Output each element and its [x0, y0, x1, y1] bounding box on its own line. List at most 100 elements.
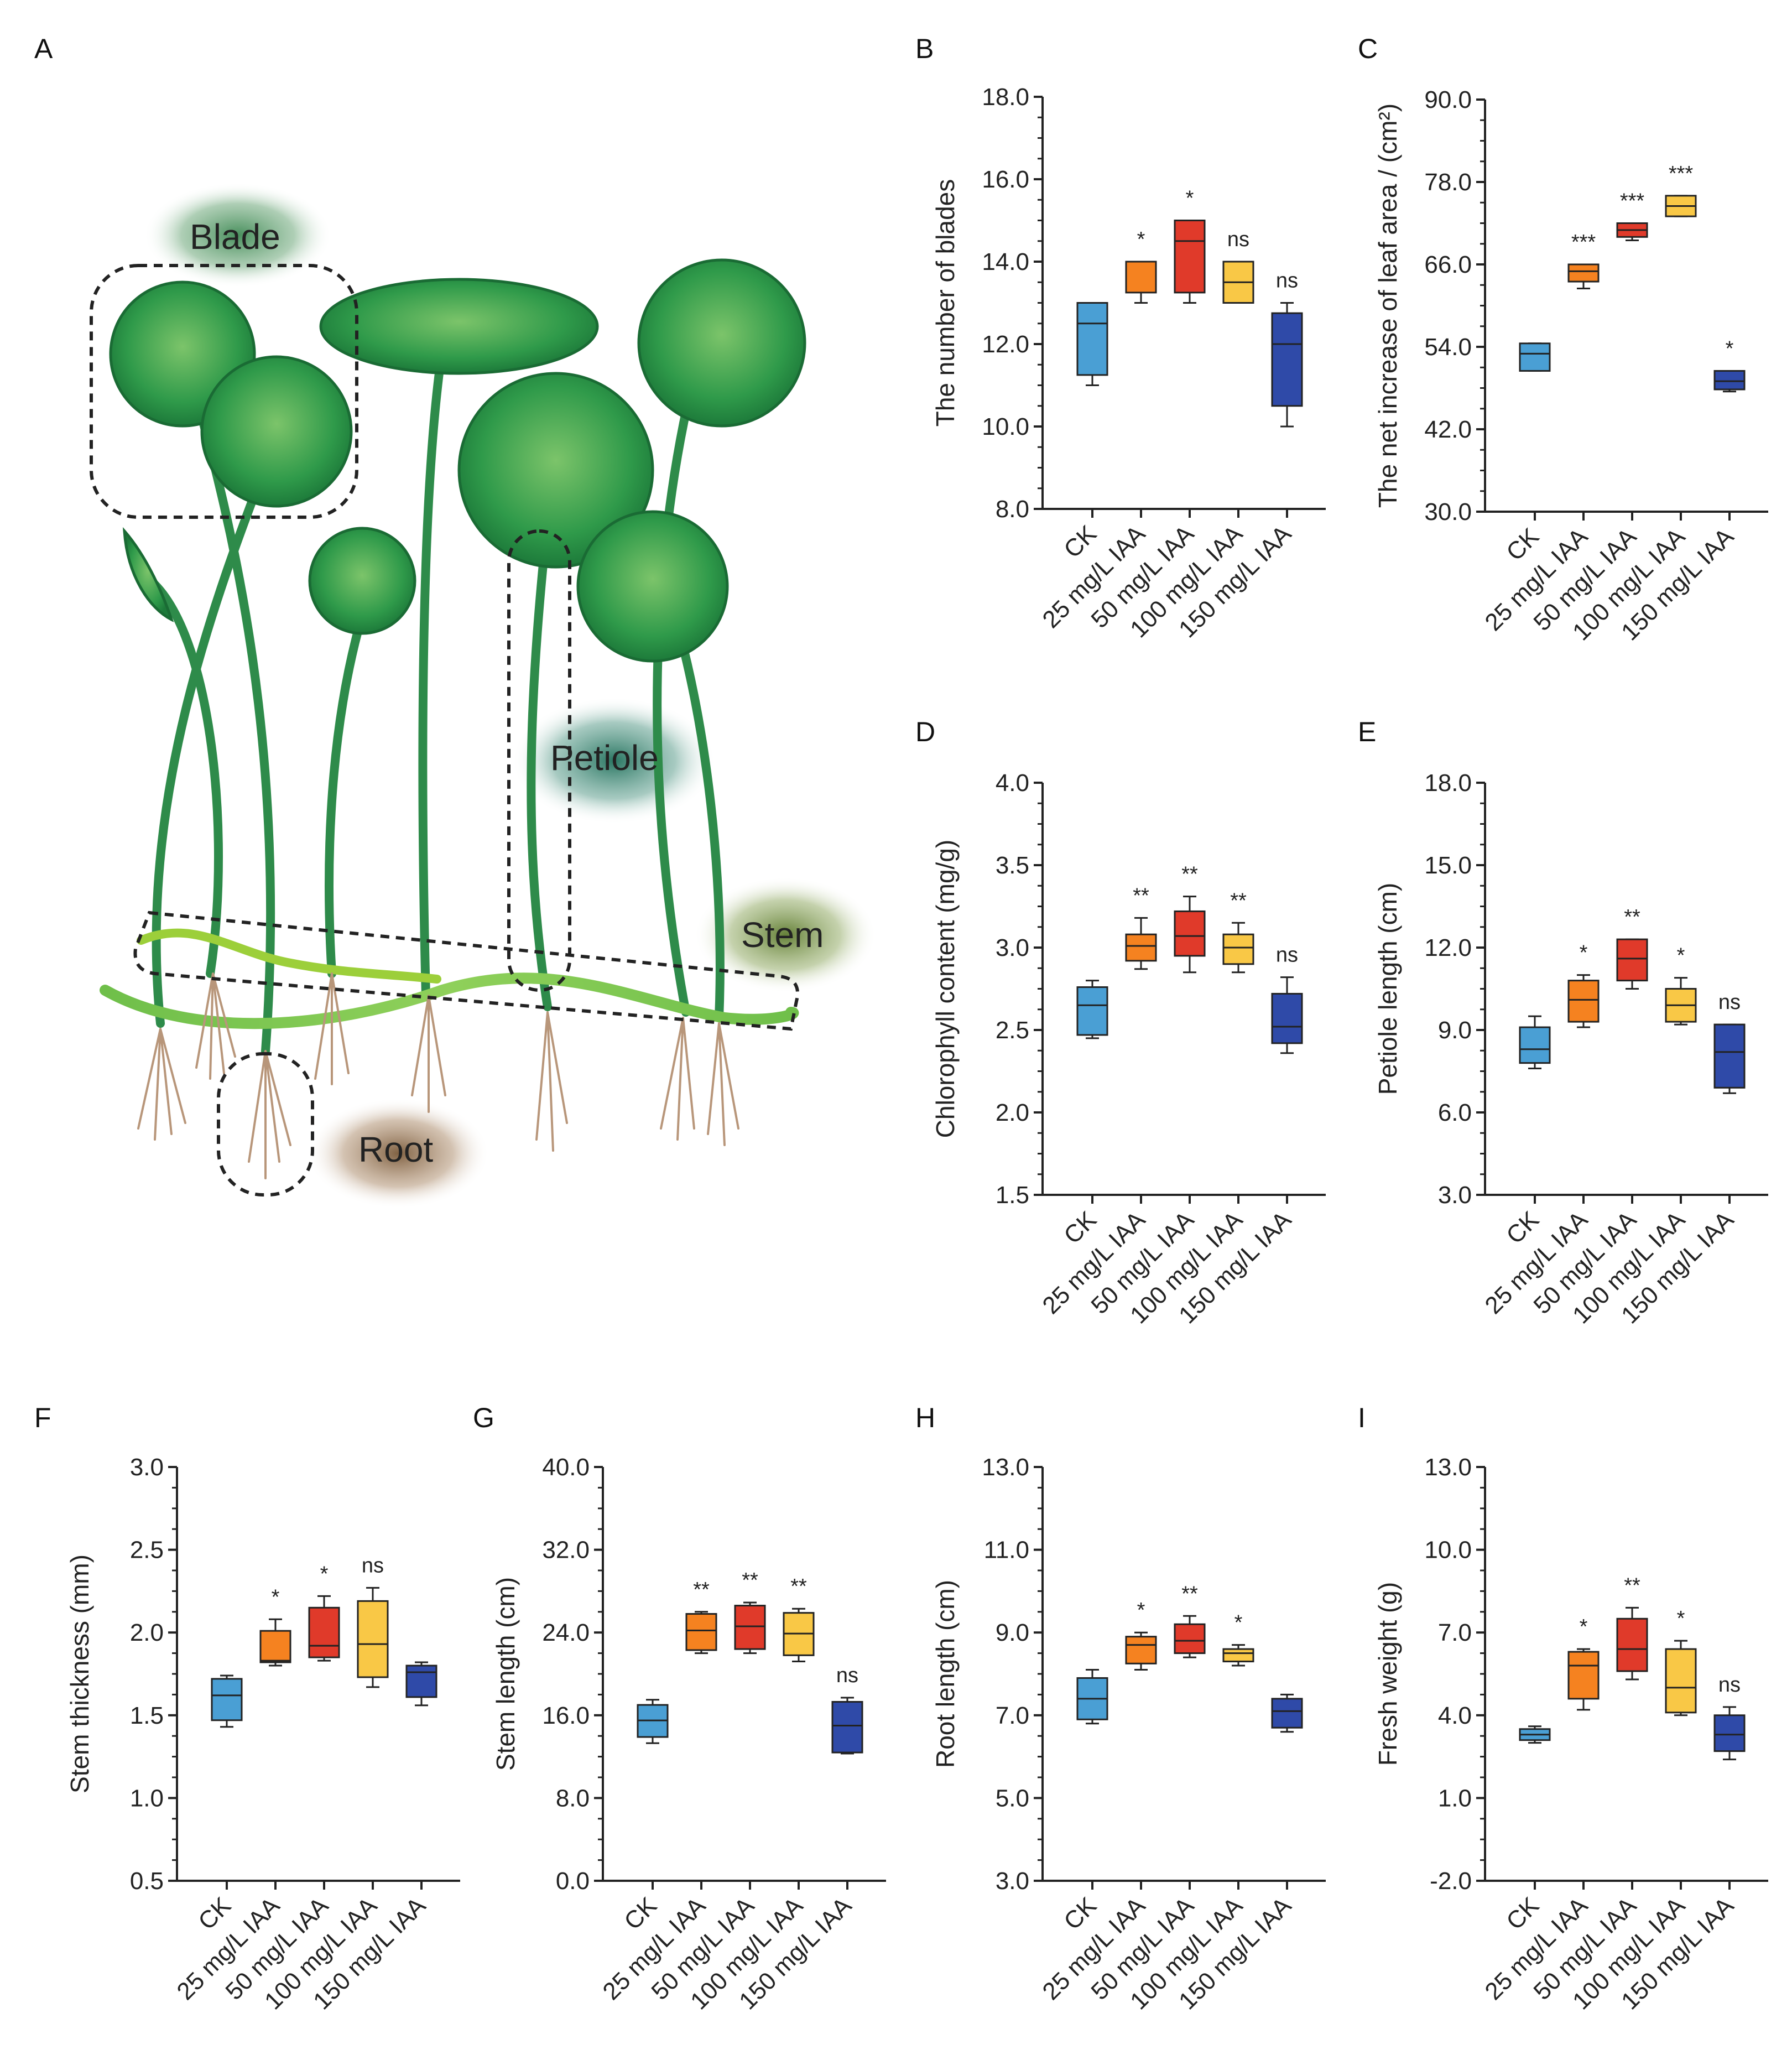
significance-label: ns — [1227, 228, 1249, 251]
y-axis-title: The net increase of leaf area / (cm²) — [1373, 103, 1402, 508]
significance-label: * — [1726, 337, 1734, 360]
y-tick-label: 3.0 — [996, 1867, 1029, 1895]
y-tick-label: 40.0 — [542, 1454, 590, 1481]
significance-label: ns — [836, 1664, 858, 1687]
root-7 — [660, 1017, 695, 1141]
roots — [137, 972, 739, 1179]
root-5 — [411, 995, 446, 1113]
y-tick-label: 66.0 — [1424, 251, 1472, 278]
petiole-5 — [418, 344, 447, 1000]
box-iqr — [357, 1600, 389, 1678]
box-iqr — [1567, 1651, 1600, 1700]
box-iqr — [1616, 1617, 1648, 1672]
y-tick-label: 10.0 — [982, 413, 1029, 440]
significance-label: ns — [1718, 1673, 1741, 1697]
significance-label: ** — [1181, 1582, 1198, 1605]
y-tick-label: 1.5 — [996, 1182, 1029, 1209]
y-tick-label: 18.0 — [1424, 769, 1472, 797]
root-1 — [137, 1028, 186, 1141]
y-tick-label: -2.0 — [1430, 1867, 1472, 1895]
part-outlines — [90, 264, 799, 1197]
petiole-label: Petiole — [550, 738, 659, 778]
significance-label: ns — [1276, 269, 1298, 293]
box-iqr — [1271, 1698, 1303, 1729]
y-tick-label: 9.0 — [996, 1619, 1029, 1646]
stolon-lower — [100, 972, 799, 1029]
panel-c-chart: C 30.0 42.0 54.0 66.0 78.0 90.0 The net increa… — [1358, 33, 1768, 646]
box-iqr — [1125, 933, 1157, 962]
box-iqr — [1665, 1648, 1697, 1714]
y-tick-label: 4.0 — [996, 769, 1029, 797]
y-tick-label: 16.0 — [982, 166, 1029, 193]
box-iqr — [1713, 1714, 1746, 1752]
leaf-7 — [576, 510, 729, 663]
y-tick-label: 4.0 — [1438, 1702, 1472, 1729]
stem-label-glow — [694, 877, 877, 993]
y-tick-label: 2.5 — [130, 1537, 164, 1564]
box-iqr — [308, 1606, 340, 1658]
y-tick-label: 78.0 — [1424, 169, 1472, 196]
y-axis-title: Fresh weight (g) — [1373, 1582, 1402, 1766]
box-iqr — [1616, 938, 1648, 982]
significance-label: * — [272, 1585, 280, 1609]
y-tick-label: 8.0 — [996, 496, 1029, 523]
y-tick-label: 2.5 — [996, 1017, 1029, 1044]
petiole-3 — [139, 571, 223, 978]
y-tick-label: 8.0 — [556, 1785, 590, 1812]
box-iqr — [1567, 263, 1600, 283]
y-axis-title: Chlorophyll content (mg/g) — [931, 840, 960, 1138]
panel-letter-c: C — [1358, 33, 1378, 64]
y-tick-label: 3.0 — [996, 934, 1029, 961]
y-tick-label: 5.0 — [996, 1785, 1029, 1812]
box-iqr — [685, 1613, 717, 1651]
leaves — [109, 258, 806, 663]
panel-e-chart: E 3.0 6.0 9.0 12.0 15.0 18.0 Petiole length (c… — [1358, 716, 1768, 1329]
root-label-glow — [307, 1098, 489, 1209]
y-tick-label: 15.0 — [1424, 852, 1472, 879]
panel-letter-f: F — [34, 1402, 51, 1433]
panel-b-chart: B 8.0 10.0 12.0 14.0 16.0 18.0 The number of b… — [915, 33, 1326, 643]
petiole-7 — [653, 383, 696, 1017]
significance-label: ns — [1718, 991, 1741, 1014]
y-axis-title: Stem thickness (mm) — [65, 1554, 94, 1793]
y-tick-label: 12.0 — [1424, 934, 1472, 961]
significance-label: * — [320, 1562, 329, 1585]
y-tick-label: 1.5 — [130, 1702, 164, 1729]
box-iqr — [1519, 342, 1551, 372]
panel-letter-a: A — [34, 33, 53, 64]
box-iqr — [1222, 1648, 1254, 1663]
box-iqr — [1222, 933, 1254, 965]
significance-label: ** — [1230, 889, 1247, 912]
root-outline — [217, 1052, 314, 1197]
significance-label: * — [1677, 1607, 1685, 1630]
leaf-6 — [637, 258, 806, 428]
box-iqr — [1271, 312, 1303, 407]
root-3 — [248, 1050, 291, 1179]
root-label: Root — [358, 1130, 433, 1169]
box-iqr — [211, 1678, 243, 1721]
box-iqr — [1567, 980, 1600, 1023]
box-iqr — [1174, 220, 1206, 294]
blade-label-glow — [144, 183, 332, 288]
y-tick-label: 32.0 — [542, 1537, 590, 1564]
significance-label: ** — [1624, 1574, 1640, 1597]
box-iqr — [259, 1630, 291, 1663]
box-iqr — [405, 1664, 437, 1698]
panel-letter-d: D — [915, 716, 935, 747]
box-iqr — [1519, 1026, 1551, 1064]
significance-label: ns — [362, 1554, 384, 1577]
y-tick-label: 3.0 — [1438, 1182, 1472, 1209]
y-axis-title: The number of blades — [931, 179, 960, 427]
panel-letter-h: H — [915, 1402, 935, 1433]
y-tick-label: 18.0 — [982, 84, 1029, 111]
panel-g-chart: G 0.0 8.0 16.0 24.0 32.0 40.0 Stem length (cm)… — [473, 1402, 886, 2015]
y-tick-label: 13.0 — [982, 1454, 1029, 1481]
y-tick-label: 7.0 — [996, 1702, 1029, 1729]
significance-label: ** — [1624, 906, 1640, 929]
petiole-4 — [325, 621, 364, 978]
leaf-3 — [308, 527, 416, 635]
y-tick-label: 16.0 — [542, 1702, 590, 1729]
y-tick-label: 7.0 — [1438, 1619, 1472, 1646]
